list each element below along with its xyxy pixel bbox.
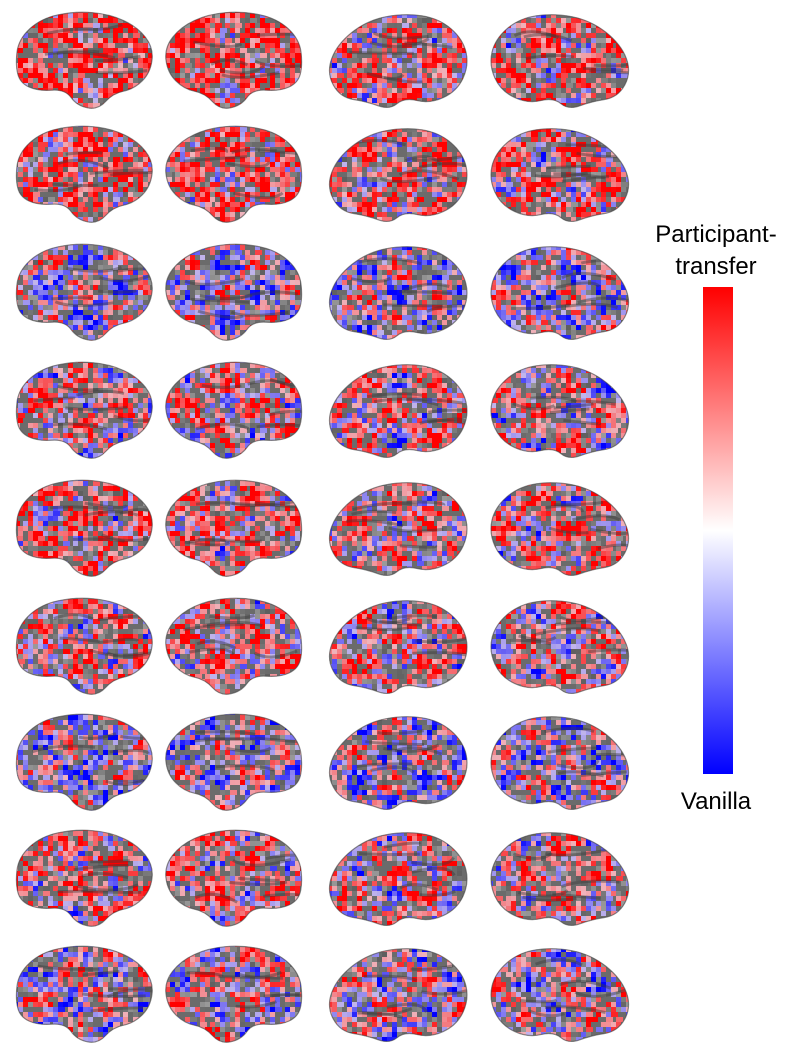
brain-row-6-medial-right [490,600,630,695]
brain-row-5-lateral-right [165,479,303,577]
colorbar-gradient [703,287,733,774]
brain-row-5-medial-right [490,482,630,577]
colorbar-bottom-label: Vanilla [680,788,752,815]
brain-row-9-medial-left [328,948,468,1043]
brain-row-2-medial-left [328,128,468,223]
brain-row-6-lateral-left [15,597,153,695]
brain-row-1-medial-left [328,14,468,109]
brain-row-3-medial-right [490,246,630,341]
brain-row-4-medial-left [328,364,468,459]
brain-row-3-lateral-right [165,243,303,341]
brain-row-4-lateral-left [15,361,153,459]
brain-row-4-medial-right [490,364,630,459]
brain-row-5-lateral-left [15,479,153,577]
colorbar [703,287,733,774]
brain-row-7-medial-left [328,716,468,811]
brain-row-8-medial-left [328,832,468,927]
brain-row-1-lateral-right [165,11,303,109]
brain-surface-grid [15,11,630,1043]
brain-row-5-medial-left [328,482,468,577]
brain-row-6-medial-left [328,600,468,695]
brain-row-8-lateral-left [15,829,153,927]
brain-row-1-lateral-left [15,11,153,109]
brain-row-6-lateral-right [165,597,303,695]
colorbar-top-label: Participant- transfer [643,219,789,283]
brain-row-8-medial-right [490,832,630,927]
brain-row-7-lateral-right [165,713,303,811]
colorbar-top-label-line1: Participant- [655,221,777,248]
brain-row-8-lateral-right [165,829,303,927]
brain-row-2-lateral-left [15,125,153,223]
brain-row-7-lateral-left [15,713,153,811]
brain-row-4-lateral-right [165,361,303,459]
brain-row-9-lateral-left [15,945,153,1043]
brain-row-2-lateral-right [165,125,303,223]
brain-row-3-medial-left [328,246,468,341]
brain-row-9-medial-right [490,948,630,1043]
brain-row-2-medial-right [490,128,630,223]
brain-row-9-lateral-right [165,945,303,1043]
brain-row-7-medial-right [490,716,630,811]
brain-row-1-medial-right [490,14,630,109]
colorbar-top-label-line2: transfer [675,253,757,280]
brain-row-3-lateral-left [15,243,153,341]
